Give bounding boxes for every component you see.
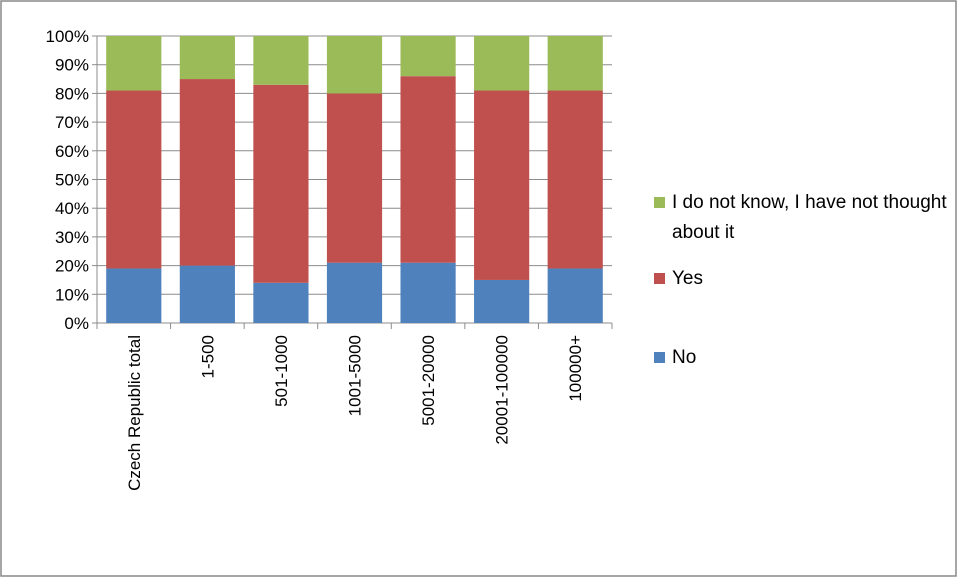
legend-label: I do not know, I have not thought about …: [672, 192, 947, 243]
bar-segment: [474, 279, 530, 323]
legend-label: Yes: [672, 268, 703, 289]
x-tick-label: 1001-5000: [346, 335, 365, 416]
y-tick-label: 40%: [55, 199, 89, 218]
y-tick-label: 50%: [55, 171, 89, 190]
bar-segment: [106, 268, 162, 323]
y-tick-label: 60%: [55, 142, 89, 161]
y-tick-label: 30%: [55, 228, 89, 247]
bar-segment: [106, 90, 162, 269]
bar-segment: [253, 282, 309, 323]
bar-segment: [253, 84, 309, 283]
y-tick-label: 0%: [64, 314, 89, 333]
x-tick-label: Czech Republic total: [125, 335, 144, 491]
bar-segment: [253, 36, 309, 85]
bar-segment: [179, 79, 235, 266]
bar-segment: [474, 36, 530, 91]
x-tick-label: 1-500: [198, 335, 217, 378]
legend-swatch: [654, 197, 665, 208]
bar-segment: [106, 36, 162, 91]
bar-segment: [326, 93, 383, 263]
x-tick-label: 100000+: [566, 335, 585, 402]
x-tick-label: 501-1000: [272, 335, 291, 407]
y-tick-label: 10%: [55, 285, 89, 304]
bar-segment: [400, 36, 456, 77]
bar-segment: [400, 76, 456, 263]
bar-segment: [179, 265, 235, 323]
bar-segment: [326, 36, 383, 94]
y-tick-label: 20%: [55, 257, 89, 276]
x-tick-label: 20001-100000: [493, 335, 512, 445]
legend-swatch: [654, 273, 665, 284]
y-tick-label: 80%: [55, 84, 89, 103]
bar-segment: [179, 36, 235, 80]
y-tick-label: 90%: [55, 56, 89, 75]
bar-segment: [400, 262, 456, 323]
legend-label: No: [672, 347, 697, 368]
x-tick-label: 5001-20000: [419, 335, 438, 426]
bar-segment: [474, 90, 530, 280]
legend-swatch: [654, 352, 665, 363]
y-tick-label: 70%: [55, 113, 89, 132]
bar-segment: [547, 268, 603, 323]
bar-segment: [547, 90, 603, 269]
bar-segment: [547, 36, 603, 91]
bar-segment: [326, 262, 383, 323]
y-tick-label: 100%: [46, 27, 89, 46]
